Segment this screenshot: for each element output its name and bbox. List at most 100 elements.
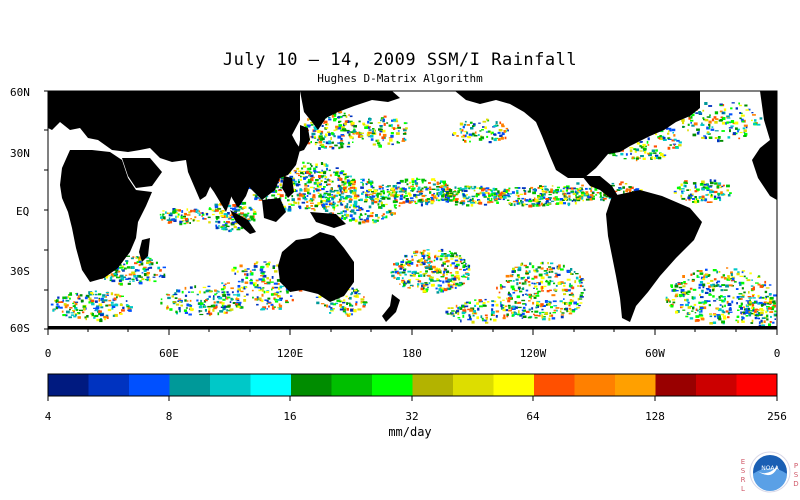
rain-speckle	[691, 278, 695, 282]
rain-speckle	[256, 303, 259, 306]
rain-speckle	[246, 293, 249, 296]
rain-speckle	[491, 311, 495, 314]
rain-speckle	[710, 128, 715, 131]
rain-speckle	[428, 282, 431, 285]
rain-speckle	[539, 311, 542, 315]
rain-speckle	[496, 201, 499, 204]
rain-speckle	[293, 184, 296, 187]
rain-speckle	[713, 116, 717, 119]
rain-speckle	[342, 197, 345, 200]
rain-speckle	[252, 215, 255, 218]
rain-speckle	[704, 187, 707, 189]
rain-speckle	[647, 144, 650, 146]
rain-speckle	[765, 295, 769, 298]
rain-speckle	[547, 262, 549, 265]
rain-speckle	[499, 284, 502, 287]
rain-speckle	[484, 314, 488, 316]
rain-speckle	[145, 256, 150, 259]
rain-speckle	[570, 191, 574, 194]
rain-speckle	[61, 301, 64, 303]
rain-speckle	[510, 202, 513, 206]
rain-speckle	[246, 268, 250, 270]
rain-speckle	[172, 208, 176, 211]
rain-speckle	[719, 139, 724, 142]
rain-speckle	[334, 171, 339, 175]
rain-speckle	[354, 291, 358, 295]
rain-speckle	[571, 293, 574, 296]
rain-speckle	[464, 120, 467, 123]
rain-speckle	[511, 270, 515, 273]
rain-speckle	[188, 211, 191, 214]
rain-speckle	[662, 136, 666, 140]
rain-speckle	[516, 295, 521, 299]
rain-speckle	[250, 217, 255, 221]
rain-speckle	[681, 197, 686, 200]
rain-speckle	[693, 122, 698, 126]
rain-speckle	[306, 201, 309, 203]
rain-speckle	[133, 275, 137, 278]
rain-speckle	[718, 271, 721, 273]
rain-speckle	[122, 306, 125, 309]
rain-speckle	[493, 196, 496, 199]
rain-speckle	[446, 186, 449, 189]
rain-speckle	[713, 179, 717, 182]
rain-speckle	[318, 135, 323, 138]
rain-speckle	[696, 200, 700, 203]
rain-speckle	[126, 305, 130, 308]
rain-speckle	[143, 266, 147, 269]
rain-speckle	[400, 260, 405, 263]
rain-speckle	[508, 291, 510, 295]
rain-speckle	[500, 191, 505, 194]
rain-speckle	[314, 204, 318, 208]
rain-speckle	[700, 310, 703, 313]
rain-speckle	[533, 197, 536, 201]
rain-speckle	[121, 265, 125, 268]
rain-speckle	[408, 193, 412, 197]
rain-speckle	[362, 305, 366, 308]
rain-speckle	[324, 205, 327, 209]
rain-speckle	[741, 317, 745, 320]
rain-speckle	[232, 302, 236, 304]
rain-speckle	[628, 188, 632, 191]
rain-speckle	[411, 178, 415, 181]
rain-speckle	[570, 300, 572, 303]
rain-speckle	[735, 132, 738, 135]
rain-speckle	[451, 252, 454, 255]
rain-speckle	[563, 293, 567, 296]
rain-speckle	[653, 152, 657, 154]
rain-speckle	[340, 115, 342, 119]
rain-speckle	[307, 124, 312, 126]
rain-speckle	[392, 118, 397, 122]
rain-speckle	[707, 274, 711, 277]
rain-speckle	[105, 304, 109, 307]
rain-speckle	[411, 183, 414, 186]
rain-speckle	[53, 308, 56, 310]
rain-speckle	[131, 271, 135, 274]
rain-speckle	[547, 203, 552, 205]
rain-speckle	[518, 310, 520, 314]
rain-speckle	[410, 185, 414, 187]
rain-speckle	[263, 290, 266, 294]
rain-speckle	[685, 303, 689, 307]
rain-speckle	[348, 313, 352, 316]
rain-speckle	[696, 270, 700, 272]
rain-speckle	[583, 289, 586, 291]
rain-speckle	[772, 321, 775, 324]
rain-speckle	[291, 298, 294, 302]
rain-speckle	[730, 107, 733, 110]
rain-speckle	[207, 305, 211, 308]
rain-speckle	[545, 279, 548, 283]
rain-speckle	[481, 129, 484, 131]
rain-speckle	[722, 112, 724, 114]
rain-speckle	[138, 256, 143, 259]
rain-speckle	[244, 217, 247, 220]
ne-siberia-landmass	[300, 91, 400, 130]
rain-speckle	[344, 196, 348, 200]
rain-speckle	[554, 190, 556, 193]
rain-speckle	[212, 304, 216, 308]
rain-speckle	[109, 277, 113, 280]
rain-speckle	[385, 203, 388, 206]
rain-speckle	[575, 273, 579, 275]
rain-speckle	[361, 220, 366, 224]
